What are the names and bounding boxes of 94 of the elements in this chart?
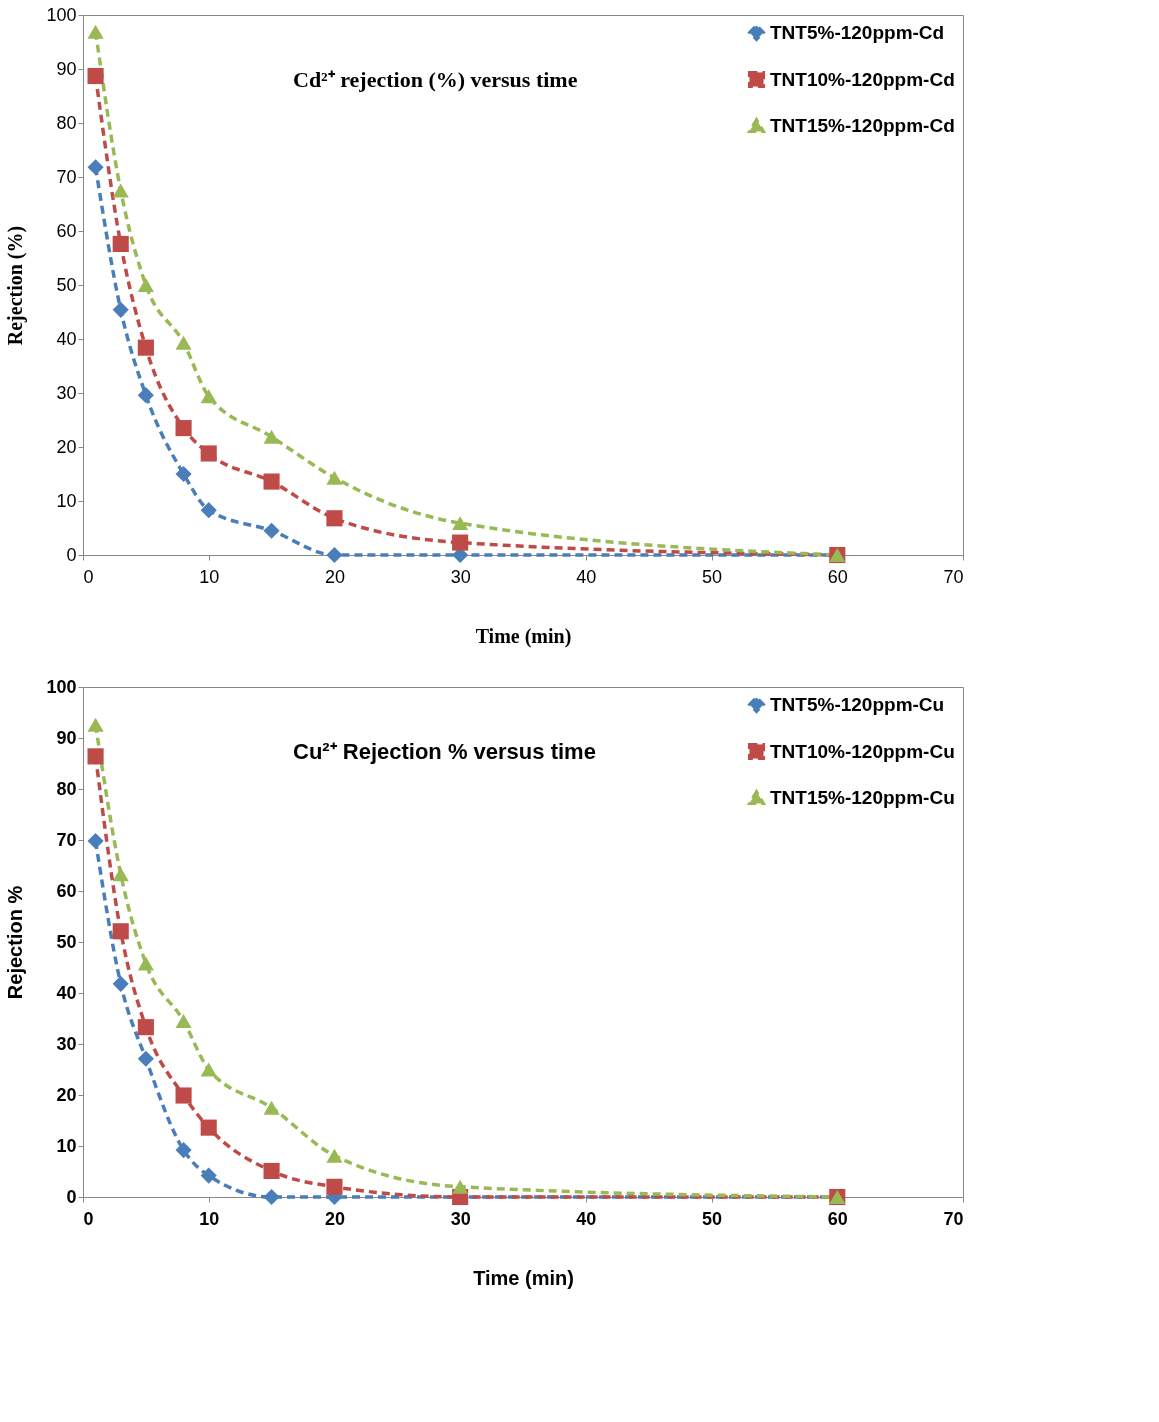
legend-label: TNT10%-120ppm-Cu	[770, 740, 955, 762]
y-tick-label: 70	[56, 166, 77, 187]
y-tick-label: 80	[56, 778, 77, 799]
y-axis-title: Rejection (%)	[4, 225, 28, 346]
x-tick-label: 50	[702, 1208, 723, 1229]
y-tick-label: 90	[56, 727, 77, 748]
y-tick-label: 70	[56, 829, 77, 850]
point	[326, 1148, 343, 1163]
point	[175, 1014, 192, 1029]
x-axis-title: Time (min)	[475, 624, 572, 648]
point	[175, 1087, 192, 1104]
y-tick-label: 20	[56, 1084, 77, 1105]
x-tick-label: 40	[576, 1208, 597, 1229]
legend-label: TNT10%-120ppm-Cd	[770, 68, 955, 90]
x-tick-label: 60	[827, 1208, 848, 1229]
x-tick-label: 50	[702, 566, 723, 587]
point	[137, 1019, 154, 1036]
point	[200, 1062, 217, 1077]
x-tick-label: 70	[943, 566, 964, 587]
point	[200, 445, 217, 462]
text: Cu²⁺ Rejection % versus time	[293, 739, 596, 764]
point	[452, 534, 469, 551]
point	[263, 429, 280, 444]
point	[87, 24, 104, 39]
point	[137, 339, 154, 356]
y-tick-label: 100	[46, 4, 77, 25]
y-tick-label: 40	[56, 328, 77, 349]
point	[112, 923, 129, 940]
point	[112, 975, 129, 992]
x-tick-label: 20	[324, 566, 345, 587]
point	[200, 502, 217, 519]
y-tick-label: 10	[56, 1135, 77, 1156]
point	[326, 546, 343, 564]
x-tick-label: 30	[450, 1208, 471, 1229]
point	[200, 1167, 217, 1184]
x-tick-label: 0	[83, 1208, 94, 1229]
point	[326, 1178, 343, 1195]
y-tick-label: 0	[66, 1186, 77, 1207]
y-tick-label: 10	[56, 490, 77, 511]
y-tick-label: 20	[56, 436, 77, 457]
x-tick-label: 10	[199, 1208, 220, 1229]
text: Cd²⁺ rejection (%) versus time	[293, 67, 578, 92]
point	[112, 867, 129, 882]
x-tick-label: 20	[324, 1208, 345, 1229]
x-tick-label: 60	[827, 566, 848, 587]
x-tick-label: 70	[943, 1208, 964, 1229]
y-tick-label: 30	[56, 382, 77, 403]
point	[175, 420, 192, 437]
point	[137, 278, 154, 292]
y-tick-label: 50	[56, 274, 77, 295]
point	[263, 473, 280, 490]
point	[87, 159, 104, 176]
point	[326, 470, 343, 485]
y-tick-label: 60	[56, 220, 77, 241]
y-tick-label: 100	[46, 676, 77, 697]
point	[87, 832, 104, 850]
legend-label: TNT15%-120ppm-Cu	[770, 786, 955, 808]
point	[112, 235, 129, 253]
point	[87, 67, 104, 85]
point	[175, 335, 192, 350]
y-tick-label: 50	[56, 931, 77, 952]
point	[137, 1050, 154, 1067]
point	[137, 956, 154, 971]
y-tick-label: 60	[56, 880, 77, 901]
point	[87, 748, 104, 765]
y-tick-label: 30	[56, 1033, 77, 1054]
x-tick-label: 30	[450, 566, 471, 587]
point	[326, 510, 343, 527]
point	[263, 1100, 280, 1115]
point	[263, 1162, 280, 1180]
legend-label: TNT5%-120ppm-Cu	[770, 693, 945, 715]
point	[200, 389, 217, 404]
x-tick-label: 0	[83, 566, 94, 587]
y-tick-label: 40	[56, 982, 77, 1003]
point	[452, 516, 469, 531]
point	[137, 387, 154, 404]
y-tick-label: 0	[66, 544, 77, 565]
point	[263, 1188, 280, 1206]
point	[200, 1119, 217, 1136]
y-tick-label: 90	[56, 58, 77, 79]
legend-label: TNT15%-120ppm-Cd	[770, 114, 955, 136]
y-tick-label: 80	[56, 112, 77, 133]
point	[452, 1179, 469, 1194]
point	[87, 717, 104, 732]
point	[112, 301, 129, 318]
x-tick-label: 10	[199, 566, 220, 587]
x-axis-title: Time (min)	[473, 1266, 574, 1289]
point	[175, 1142, 192, 1159]
x-tick-label: 40	[576, 566, 597, 587]
point	[263, 522, 280, 539]
legend-label: TNT5%-120ppm-Cd	[770, 21, 945, 43]
point	[175, 465, 192, 483]
y-axis-title: Rejection %	[4, 885, 27, 1000]
point	[112, 183, 129, 198]
